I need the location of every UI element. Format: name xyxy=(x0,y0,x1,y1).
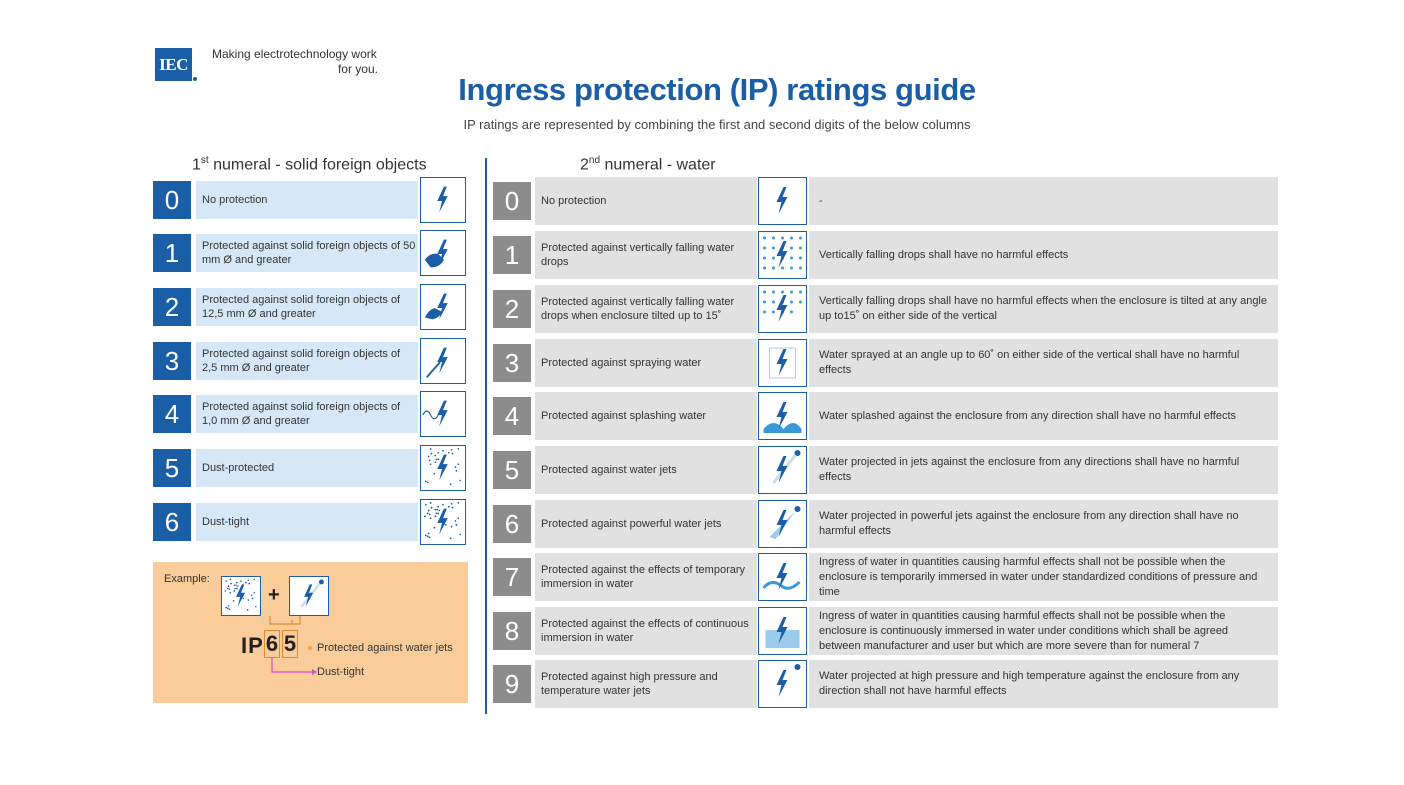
water-description: Ingress of water in quantities causing h… xyxy=(809,553,1278,601)
example-jet-icon xyxy=(289,576,329,616)
solids-label: Protected against solid foreign objects … xyxy=(196,234,418,272)
logo-registered-mark xyxy=(193,77,197,81)
solids-digit: 2 xyxy=(153,288,191,326)
water-digit: 5 xyxy=(493,451,531,489)
water-label: Protected against spraying water xyxy=(535,339,757,387)
water-label: Protected against high pressure and temp… xyxy=(535,660,757,708)
solids-digit: 3 xyxy=(153,342,191,380)
iec-logo: IEC xyxy=(155,48,192,81)
dust-icon xyxy=(420,445,466,491)
water-label: Protected against the effects of tempora… xyxy=(535,553,757,601)
water-digit: 2 xyxy=(493,290,531,328)
water-label: Protected against powerful water jets xyxy=(535,500,757,548)
solids-label: Protected against solid foreign objects … xyxy=(196,342,418,380)
example-connectors xyxy=(269,616,317,675)
example-first-digit: 6 xyxy=(264,630,280,658)
water-description: Water sprayed at an angle up to 60˚ on e… xyxy=(809,339,1278,387)
water-digit: 3 xyxy=(493,344,531,382)
finger-icon xyxy=(420,284,466,330)
connector-second-to-icon xyxy=(269,616,301,625)
tagline-line-1: Making electrotechnology work xyxy=(212,47,377,61)
water-label: Protected against splashing water xyxy=(535,392,757,440)
plus-sign: + xyxy=(268,584,280,606)
water-description: Vertically falling drops shall have no h… xyxy=(809,285,1278,333)
example-label: Example: xyxy=(164,573,210,585)
water-label: Protected against water jets xyxy=(535,446,757,494)
example-dust-icon xyxy=(221,576,261,616)
connector-second-digit-dot xyxy=(308,646,312,650)
water-digit: 4 xyxy=(493,397,531,435)
water-description: Water projected at high pressure and hig… xyxy=(809,660,1278,708)
water-digit: 0 xyxy=(493,182,531,220)
tagline: Making electrotechnology work for you. xyxy=(212,47,378,77)
drops-tilted-icon xyxy=(758,285,807,333)
water-description: Vertically falling drops shall have no h… xyxy=(809,231,1278,279)
water-description: Water projected in powerful jets against… xyxy=(809,500,1278,548)
page-subtitle: IP ratings are represented by combining … xyxy=(463,117,971,132)
water-digit: 9 xyxy=(493,665,531,703)
drops-icon xyxy=(758,231,807,279)
hot-jet-icon xyxy=(758,660,807,708)
solids-label: Dust-tight xyxy=(196,503,418,541)
water-digit: 6 xyxy=(493,505,531,543)
water-digit: 8 xyxy=(493,612,531,650)
example-second-digit: 5 xyxy=(282,630,298,658)
solids-label: Dust-protected xyxy=(196,449,418,487)
water-label: No protection xyxy=(535,177,757,225)
water-description: Water splashed against the enclosure fro… xyxy=(809,392,1278,440)
wire-icon xyxy=(420,391,466,437)
tagline-line-2: for you. xyxy=(337,62,378,76)
water-column-heading: 2nd numeral - water xyxy=(580,155,716,174)
jet-icon xyxy=(758,446,807,494)
solids-digit: 4 xyxy=(153,395,191,433)
bolt-icon xyxy=(758,177,807,225)
powerful-jet-icon xyxy=(758,500,807,548)
solids-column-heading: 1st numeral - solid foreign objects xyxy=(192,155,427,174)
solids-digit: 5 xyxy=(153,449,191,487)
water-label: Protected against the effects of continu… xyxy=(535,607,757,655)
dust-dense-icon xyxy=(420,499,466,545)
water-description: Ingress of water in quantities causing h… xyxy=(809,607,1278,655)
solids-digit: 0 xyxy=(153,181,191,219)
solids-label: Protected against solid foreign objects … xyxy=(196,395,418,433)
water-description: Water projected in jets against the encl… xyxy=(809,446,1278,494)
water-label: Protected against vertically falling wat… xyxy=(535,231,757,279)
solids-digit: 6 xyxy=(153,503,191,541)
spray-icon xyxy=(758,339,807,387)
solids-label: Protected against solid foreign objects … xyxy=(196,288,418,326)
wave-icon xyxy=(758,553,807,601)
splash-icon xyxy=(758,392,807,440)
hand-icon xyxy=(420,230,466,276)
water-digit: 7 xyxy=(493,558,531,596)
column-divider xyxy=(485,158,487,714)
solids-label: No protection xyxy=(196,181,418,219)
water-description: - xyxy=(809,177,1278,225)
tool-icon xyxy=(420,338,466,384)
page-title: Ingress protection (IP) ratings guide xyxy=(458,72,976,107)
connector-first-digit xyxy=(271,658,312,673)
solids-digit: 1 xyxy=(153,234,191,272)
example-note-second-digit: Protected against water jets xyxy=(317,642,453,654)
example-note-first-digit: Dust-tight xyxy=(317,666,365,678)
water-label: Protected against vertically falling wat… xyxy=(535,285,757,333)
water-digit: 1 xyxy=(493,236,531,274)
bolt-icon xyxy=(420,177,466,223)
example-ip-prefix: IP xyxy=(241,633,264,658)
immersion-icon xyxy=(758,607,807,655)
